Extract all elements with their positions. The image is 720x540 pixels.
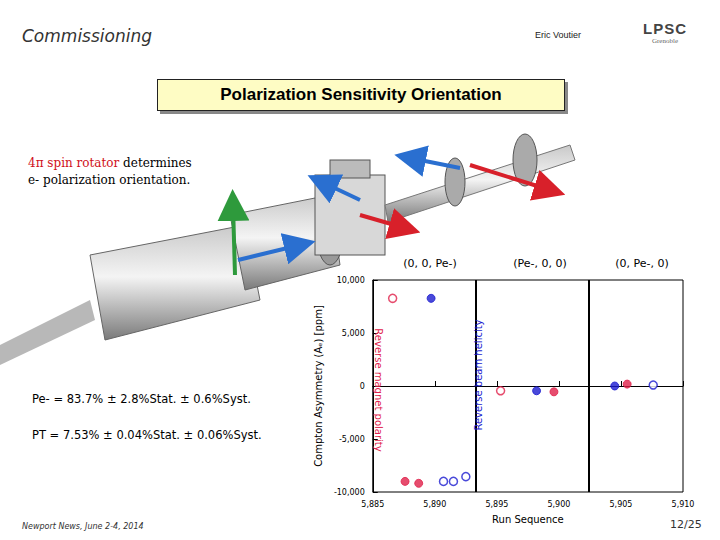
svg-text:5,895: 5,895 <box>485 500 508 509</box>
svg-text:10,000: 10,000 <box>337 276 365 285</box>
svg-text:5,885: 5,885 <box>361 500 384 509</box>
html-text:(0, 0, Pe-): (0, 0, Pe-) <box>403 257 457 270</box>
html-text:Newport News, June 2-4, 2014: Newport News, June 2-4, 2014 <box>22 522 144 531</box>
svg-text:Run Sequence: Run Sequence <box>492 514 564 525</box>
html-text:4π spin rotator determines: 4π spin rotator determines <box>28 156 192 170</box>
html-text:LPSC: LPSC <box>643 20 687 37</box>
html-text:PT = 7.53% ± 0.04%Stat. ± 0.06: PT = 7.53% ± 0.04%Stat. ± 0.06%Syst. <box>32 428 262 442</box>
html-text:Pe- = 83.7% ± 2.8%Stat. ± 0.6%: Pe- = 83.7% ± 2.8%Stat. ± 0.6%Syst. <box>32 392 251 406</box>
html-text:Polarization Sensitivity Orien: Polarization Sensitivity Orientation <box>220 85 502 104</box>
svg-text:5,905: 5,905 <box>610 500 633 509</box>
html-text:Commissioning: Commissioning <box>22 26 152 46</box>
html-text:Reverse beam helicity: Reverse beam helicity <box>472 319 484 431</box>
html-text:(0, Pe-, 0): (0, Pe-, 0) <box>615 257 669 270</box>
svg-text:5,900: 5,900 <box>547 500 570 509</box>
svg-text:-10,000: -10,000 <box>334 488 365 497</box>
html-text:(Pe-, 0, 0): (Pe-, 0, 0) <box>513 257 567 270</box>
svg-text:0: 0 <box>360 382 365 391</box>
html-text:12/25: 12/25 <box>670 518 702 531</box>
svg-text:5,890: 5,890 <box>423 500 446 509</box>
svg-text:Compton Asymmetry (Aₑ) [ppm]: Compton Asymmetry (Aₑ) [ppm] <box>313 305 324 467</box>
html-text:Grenoble: Grenoble <box>652 37 678 45</box>
html-text:Reverse magnet polarity: Reverse magnet polarity <box>372 328 384 452</box>
svg-text:-5,000: -5,000 <box>339 435 365 444</box>
html-text:Eric Voutier: Eric Voutier <box>535 30 581 40</box>
html-text:e- polarization orientation.: e- polarization orientation. <box>28 173 191 187</box>
svg-text:5,000: 5,000 <box>342 329 365 338</box>
svg-text:5,910: 5,910 <box>672 500 695 509</box>
